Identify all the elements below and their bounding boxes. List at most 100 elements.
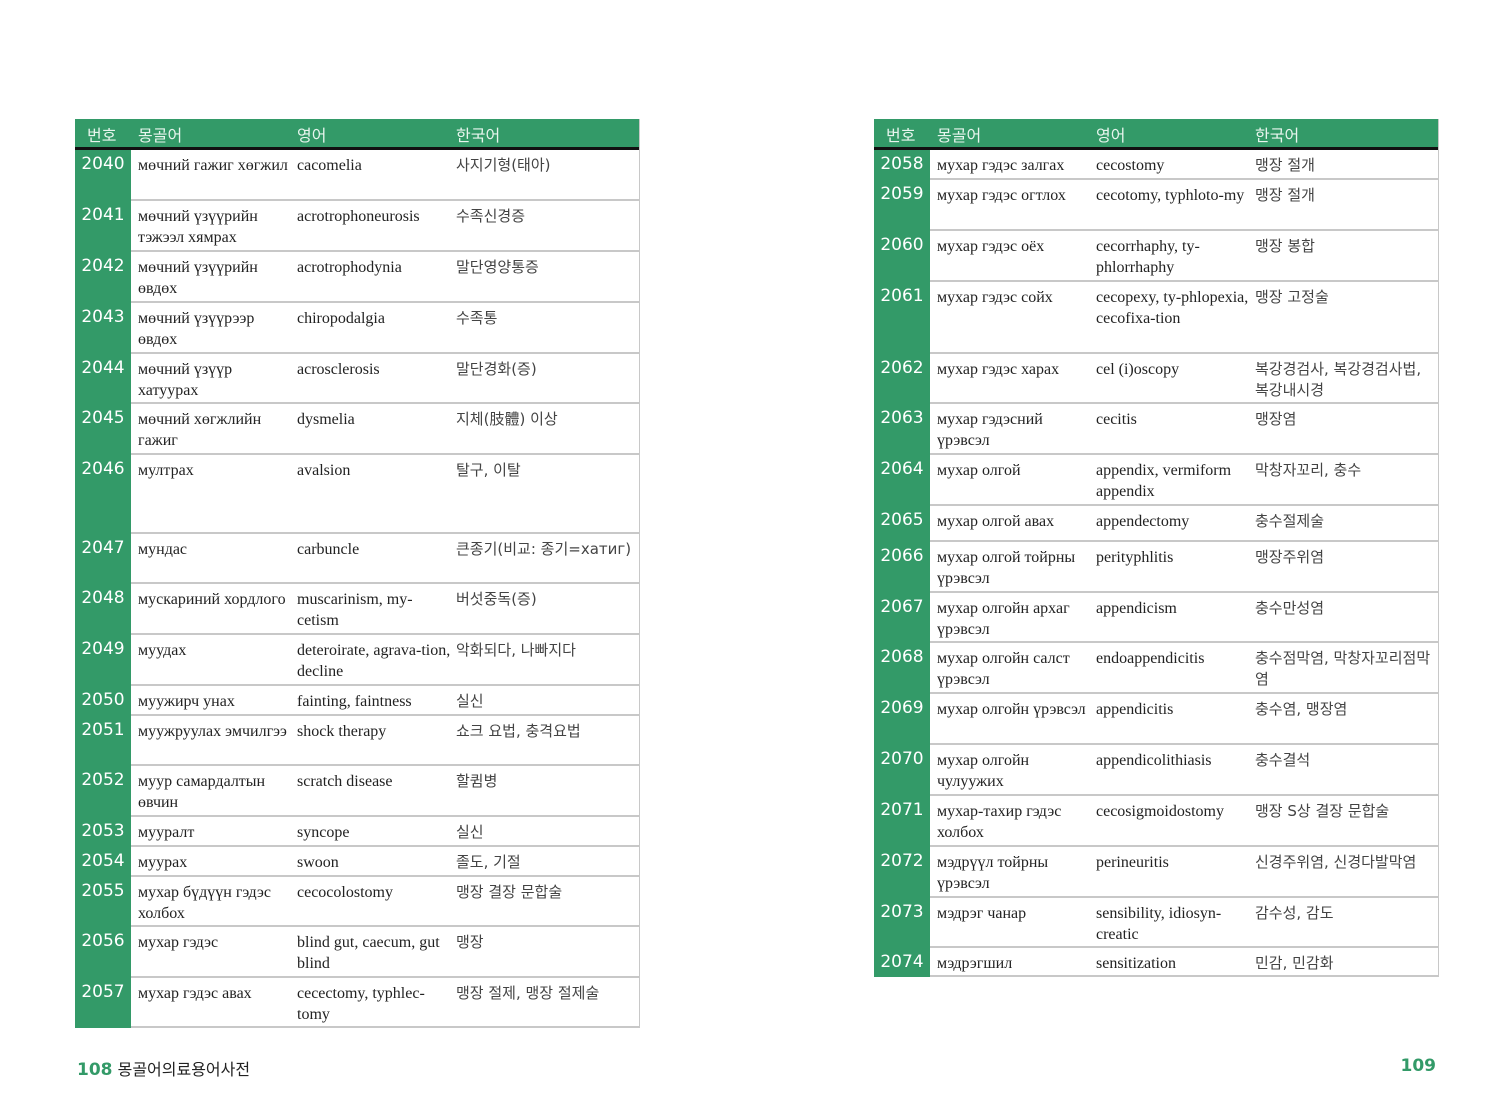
- korean-term: 지체(肢體) 이상: [456, 410, 558, 428]
- table-body: 2040 мөчний гажиг хөгжил cacomelia 사지기형(태아)…: [75, 150, 639, 1028]
- korean-term: 복강경검사, 복강경검사법, 복강내시경: [1255, 360, 1422, 399]
- header-number: 번호: [87, 126, 117, 145]
- table-row: 2063 мухар гэдэсний үрэвсэл cecitis 맹장염: [874, 404, 1438, 455]
- entry-number: 2048: [75, 584, 131, 635]
- mongolian-term: мухар олгойн чулуужих: [937, 752, 1030, 790]
- entry-number: 2047: [75, 534, 131, 584]
- table-row: 2051 муужруулах эмчилгээ shock therapy 쇼크 요…: [75, 716, 639, 766]
- mongolian-term: мухар олгойн салст үрэвсэл: [937, 650, 1070, 688]
- book-title: 몽골어의료용어사전: [117, 1060, 251, 1079]
- korean-term: 충수결석: [1255, 751, 1311, 769]
- korean-term: 맹장 고정술: [1255, 288, 1329, 306]
- entry-number: 2044: [75, 354, 131, 404]
- table-row: 2050 муужирч унах fainting, faintness 실신: [75, 686, 639, 716]
- header-korean: 한국어: [1255, 126, 1300, 145]
- table-body: 2058 мухар гэдэс залгах cecostomy 맹장 절개 2059…: [874, 150, 1438, 977]
- korean-term: 신경주위염, 신경다발막염: [1255, 853, 1417, 871]
- table-row: 2054 муурах swoon 졸도, 기절: [75, 847, 639, 877]
- table-row: 2040 мөчний гажиг хөгжил cacomelia 사지기형(태아): [75, 150, 639, 201]
- korean-term: 탈구, 이탈: [456, 461, 521, 479]
- korean-term: 악화되다, 나빠지다: [456, 641, 576, 659]
- entry-number: 2045: [75, 404, 131, 455]
- entry-number: 2042: [75, 252, 131, 303]
- korean-term: 맹장주위염: [1255, 548, 1325, 566]
- mongolian-term: мэдрэгшил: [937, 955, 1013, 972]
- english-term: fainting, faintness: [297, 693, 412, 710]
- entry-number: 2058: [874, 150, 930, 180]
- table-row: 2041 мөчний үзүүрийн тэжээл хямрах acrotro…: [75, 201, 639, 252]
- english-term: scratch disease: [297, 773, 393, 790]
- english-term: acrotrophodynia: [297, 259, 402, 276]
- mongolian-term: мууралт: [138, 824, 195, 841]
- table-row: 2045 мөчний хөгжлийн гажиг dysmelia 지체(肢體) …: [75, 404, 639, 455]
- english-term: sensitization: [1096, 955, 1176, 972]
- mongolian-term: мухар бүдүүн гэдэс холбох: [138, 884, 271, 922]
- table-row: 2074 мэдрэгшил sensitization 민감, 민감화: [874, 948, 1438, 977]
- entry-number: 2055: [75, 877, 131, 927]
- table-row: 2070 мухар олгойн чулуужих appendicolithia…: [874, 745, 1438, 796]
- english-term: cel (i)oscopy: [1096, 361, 1180, 378]
- korean-term: 졸도, 기절: [456, 853, 521, 871]
- entry-number: 2061: [874, 282, 930, 354]
- table-row: 2066 мухар олгой тойрны үрэвсэл perityphli…: [874, 542, 1438, 593]
- english-term: acrotrophoneurosis: [297, 208, 420, 225]
- english-term: appendicolithiasis: [1096, 752, 1212, 769]
- entry-number: 2073: [874, 898, 930, 948]
- table-row: 2064 мухар олгой appendix, vermiform appen…: [874, 455, 1438, 506]
- entry-number: 2074: [874, 948, 930, 977]
- mongolian-term: мухар-тахир гэдэс холбох: [937, 803, 1062, 841]
- korean-term: 충수만성염: [1255, 599, 1325, 617]
- korean-term: 사지기형(태아): [456, 156, 551, 174]
- table-row: 2056 мухар гэдэс blind gut, caecum, gut bl…: [75, 927, 639, 978]
- english-term: carbuncle: [297, 541, 360, 558]
- english-term: appendicitis: [1096, 701, 1174, 718]
- table-row: 2065 мухар олгой авах appendectomy 충수절제술: [874, 506, 1438, 542]
- mongolian-term: мухар олгой авах: [937, 513, 1055, 530]
- mongolian-term: муужирч унах: [138, 693, 235, 710]
- english-term: cecocolostomy: [297, 884, 393, 901]
- table-row: 2055 мухар бүдүүн гэдэс холбох cecocolosto…: [75, 877, 639, 927]
- entry-number: 2050: [75, 686, 131, 716]
- korean-term: 맹장 봉합: [1255, 237, 1315, 255]
- entry-number: 2070: [874, 745, 930, 796]
- english-term: cacomelia: [297, 157, 362, 174]
- entry-number: 2040: [75, 150, 131, 201]
- korean-term: 맹장 절개: [1255, 186, 1315, 204]
- korean-term: 말단경화(증): [456, 360, 537, 378]
- english-term: sensibility, idiosyn-creatic: [1096, 905, 1222, 943]
- korean-term: 말단영양통증: [456, 258, 539, 276]
- english-term: appendectomy: [1096, 513, 1190, 530]
- english-term: cecosigmoidostomy: [1096, 803, 1224, 820]
- mongolian-term: мухар олгойн архаг үрэвсэл: [937, 600, 1070, 638]
- table-row: 2044 мөчний үзүүр хатуурах acrosclerosis 말단…: [75, 354, 639, 404]
- header-english: 영어: [297, 126, 327, 145]
- entry-number: 2046: [75, 455, 131, 534]
- table-row: 2068 мухар олгойн салст үрэвсэл endoappend…: [874, 643, 1438, 694]
- table-header: 번호 몽골어 영어 한국어: [75, 119, 639, 150]
- mongolian-term: мэдрүүл тойрны үрэвсэл: [937, 854, 1049, 892]
- english-term: cecostomy: [1096, 157, 1165, 174]
- right-term-table: 번호 몽골어 영어 한국어 2058 мухар гэдэс залгах ceco…: [874, 119, 1439, 977]
- korean-term: 충수점막염, 막창자꼬리점막염: [1255, 649, 1431, 688]
- korean-term: 감수성, 감도: [1255, 904, 1334, 922]
- entry-number: 2043: [75, 303, 131, 354]
- english-term: swoon: [297, 854, 339, 871]
- table-row: 2062 мухар гэдэс харах cel (i)oscopy 복강경검사,…: [874, 354, 1438, 404]
- entry-number: 2056: [75, 927, 131, 978]
- header-mongolian: 몽골어: [138, 126, 183, 145]
- mongolian-term: мэдрэг чанар: [937, 905, 1027, 922]
- entry-number: 2071: [874, 796, 930, 847]
- entry-number: 2072: [874, 847, 930, 898]
- table-row: 2043 мөчний үзүүрээр өвдөх chiropodalgia 수족…: [75, 303, 639, 354]
- table-row: 2048 мускариний хордлого muscarinism, my-c…: [75, 584, 639, 635]
- table-row: 2047 мундас carbuncle 큰종기(비교: 종기=хатиг): [75, 534, 639, 584]
- mongolian-term: муудах: [138, 642, 187, 659]
- english-term: perityphlitis: [1096, 549, 1174, 566]
- mongolian-term: мухар гэдэс: [138, 934, 219, 951]
- english-term: cecitis: [1096, 411, 1137, 428]
- entry-number: 2068: [874, 643, 930, 694]
- table-row: 2058 мухар гэдэс залгах cecostomy 맹장 절개: [874, 150, 1438, 180]
- english-term: appendix, vermiform appendix: [1096, 462, 1232, 500]
- header-korean: 한국어: [456, 126, 501, 145]
- entry-number: 2059: [874, 180, 930, 231]
